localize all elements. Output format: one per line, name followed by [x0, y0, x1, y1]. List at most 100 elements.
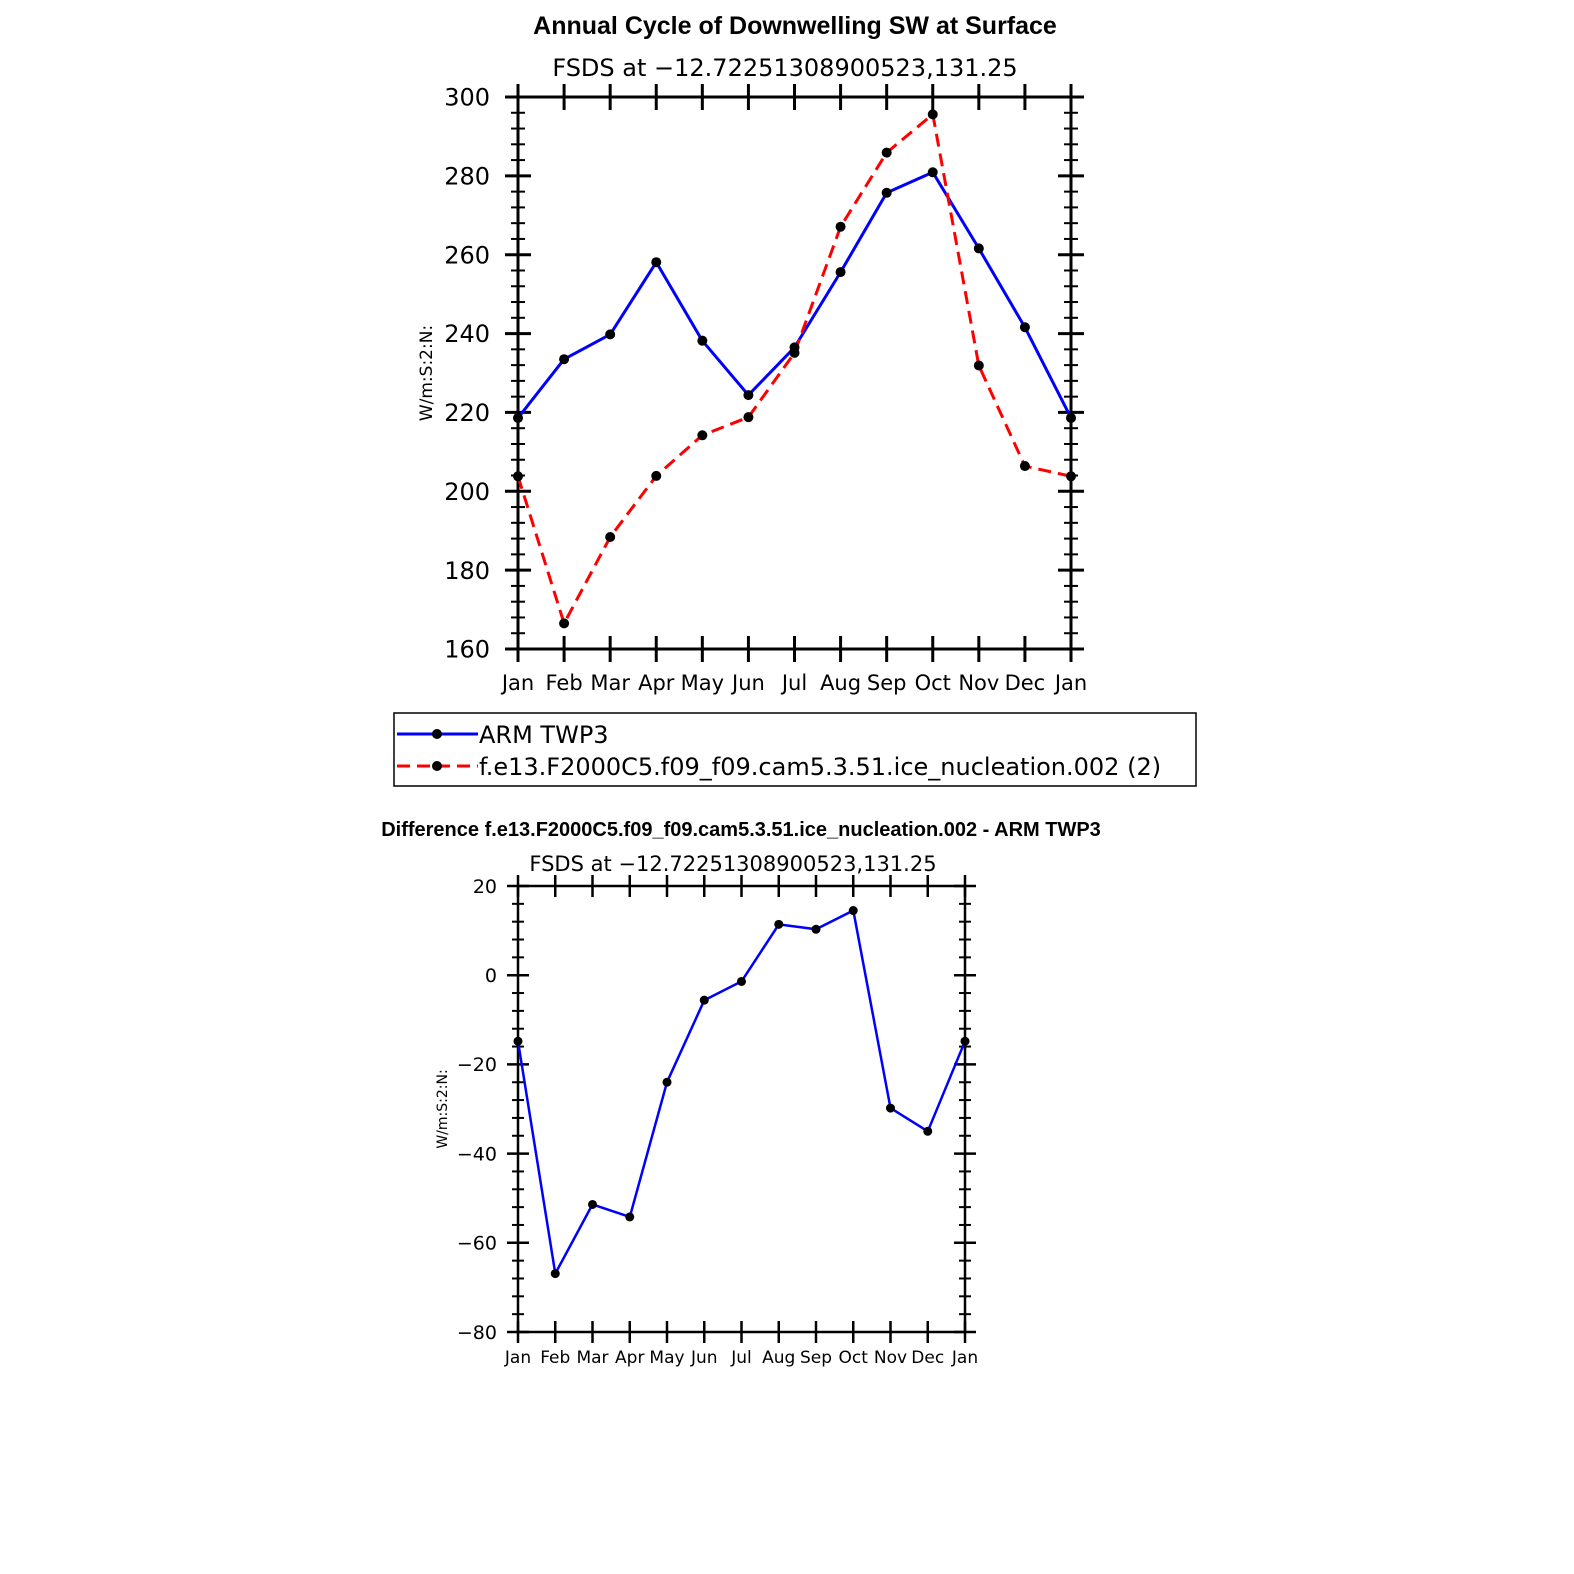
y-tick-labels: 300 280 260 240 220 200 180 160 [444, 84, 490, 664]
data-point-s0-12 [1066, 412, 1076, 423]
y-tick-label: −40 [457, 1143, 497, 1165]
x-tick-label: Aug [762, 1348, 795, 1368]
data-point-s0-3 [625, 1212, 635, 1222]
y-tick-label: −20 [457, 1054, 497, 1076]
data-point-s0-4 [662, 1077, 672, 1087]
legend-box [393, 712, 1197, 787]
data-point-s1-5 [743, 412, 754, 423]
chart-subtitle: FSDS at −12.72251308900523,131.25 [529, 852, 936, 876]
data-point-s0-2 [605, 329, 616, 340]
x-tick-label: Jan [500, 671, 534, 695]
x-tick-label: Jan [504, 1348, 531, 1368]
x-tick-label: Feb [545, 671, 582, 695]
legend-label-arm: ARM TWP3 [479, 721, 609, 749]
chart-subtitle: FSDS at −12.72251308900523,131.25 [552, 54, 1017, 82]
data-point-s0-4 [697, 335, 708, 346]
data-point-s0-0 [513, 1036, 523, 1046]
x-tick-label: Dec [911, 1348, 944, 1368]
x-tick-label: Nov [958, 671, 999, 695]
data-point-s0-12 [960, 1036, 970, 1046]
data-point-s1-12 [1066, 471, 1076, 482]
data-point-s1-10 [973, 360, 984, 371]
x-tick-label: Feb [540, 1348, 570, 1368]
legend: ARM TWP3 f.e13.F2000C5.f09_f09.cam5.3.51… [393, 712, 1197, 787]
y-tick-label: 300 [444, 84, 490, 112]
data-point-s0-7 [774, 919, 784, 929]
x-tick-label: Oct [915, 671, 951, 695]
x-tick-label: Jan [1053, 671, 1087, 695]
y-tick-labels: 20 0 −20 −40 −60 −80 [457, 876, 497, 1344]
y-tick-label: 200 [444, 478, 490, 506]
data-point-s1-6 [789, 347, 800, 358]
data-point-s0-11 [1019, 322, 1030, 333]
x-tick-label: Sep [867, 671, 907, 695]
y-tick-label: 0 [485, 965, 497, 987]
x-tick-label: Apr [638, 671, 675, 695]
data-point-s1-4 [697, 430, 708, 441]
data-point-s0-7 [835, 267, 846, 278]
x-tick-label: Mar [590, 671, 630, 695]
y-tick-label: 260 [444, 241, 490, 269]
y-tick-label: 20 [473, 876, 497, 898]
y-axis-label: W/m:S:2:N: [435, 1069, 451, 1148]
x-tick-label: Jun [730, 671, 765, 695]
chart-title: Annual Cycle of Downwelling SW at Surfac… [533, 12, 1057, 40]
data-point-s0-3 [651, 257, 662, 268]
x-tick-label: Jul [780, 671, 807, 695]
axis-ticks [507, 875, 976, 1343]
data-point-s1-1 [559, 618, 570, 629]
data-point-s1-2 [605, 532, 616, 543]
plot-frame [516, 95, 1073, 651]
data-point-s1-7 [835, 221, 846, 232]
series-line-0 [516, 909, 967, 1275]
data-point-s0-6 [737, 976, 746, 986]
y-tick-label: −60 [457, 1233, 497, 1255]
x-tick-label: Aug [820, 671, 861, 695]
x-tick-label: Jun [690, 1348, 718, 1368]
x-tick-label: Mar [576, 1348, 608, 1368]
data-point-s0-5 [699, 995, 709, 1005]
difference-chart: Difference f.e13.F2000C5.f09_f09.cam5.3.… [381, 819, 1101, 1368]
data-point-s0-8 [881, 187, 892, 198]
data-point-s0-0 [513, 412, 523, 423]
x-tick-label: May [681, 671, 724, 695]
y-tick-label: 220 [444, 399, 490, 427]
x-tick-label: May [649, 1348, 684, 1368]
data-point-s1-0 [513, 471, 523, 482]
x-tick-label: Nov [874, 1348, 907, 1368]
x-tick-label: Sep [800, 1348, 832, 1368]
axis-ticks [505, 84, 1084, 662]
x-tick-label: Oct [839, 1348, 869, 1368]
data-point-s0-1 [550, 1269, 560, 1279]
annual-cycle-chart: Annual Cycle of Downwelling SW at Surfac… [393, 12, 1197, 787]
y-tick-label: −80 [457, 1322, 497, 1344]
data-point-s0-5 [743, 390, 754, 401]
data-point-s0-8 [811, 924, 821, 934]
series-group [513, 109, 1076, 629]
data-point-s0-9 [927, 167, 938, 178]
y-tick-label: 280 [444, 162, 490, 190]
plot-frame [516, 884, 967, 1334]
y-tick-label: 160 [444, 636, 490, 664]
data-point-s0-10 [973, 243, 984, 254]
series-line-1 [516, 112, 1072, 625]
data-point-s1-11 [1019, 461, 1030, 472]
data-point-s1-8 [881, 147, 892, 158]
y-tick-label: 240 [444, 320, 490, 348]
data-point-s0-2 [588, 1199, 597, 1209]
y-tick-label: 180 [444, 557, 490, 585]
data-point-s1-3 [651, 470, 662, 481]
chart-title: Difference f.e13.F2000C5.f09_f09.cam5.3.… [381, 819, 1101, 841]
data-point-s0-1 [559, 354, 570, 365]
y-axis-label: W/m:S:2:N: [417, 325, 437, 421]
x-tick-labels: Jan Feb Mar Apr May Jun Jul Aug Sep Oct Nov Dec Jan [500, 671, 1087, 695]
legend-marker-arm [432, 729, 442, 739]
series-line-0 [516, 170, 1073, 419]
legend-label-model: f.e13.F2000C5.f09_f09.cam5.3.51.ice_nucl… [479, 753, 1161, 781]
x-tick-labels: Jan Feb Mar Apr May Jun Jul Aug Sep Oct Nov Dec Jan [504, 1348, 978, 1368]
data-point-s0-9 [848, 906, 858, 916]
x-tick-label: Apr [615, 1348, 644, 1368]
data-point-s0-11 [923, 1126, 933, 1136]
x-tick-label: Jan [951, 1348, 978, 1368]
